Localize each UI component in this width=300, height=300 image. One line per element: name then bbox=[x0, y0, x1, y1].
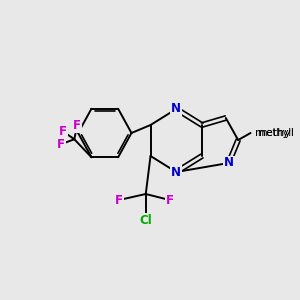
Text: F: F bbox=[73, 119, 81, 132]
Text: F: F bbox=[59, 125, 67, 138]
Text: N: N bbox=[171, 166, 181, 178]
Text: F: F bbox=[115, 194, 123, 206]
Text: F: F bbox=[166, 194, 174, 206]
Text: N: N bbox=[171, 103, 181, 116]
Text: methyl: methyl bbox=[255, 128, 294, 138]
Text: F: F bbox=[57, 138, 65, 151]
Text: N: N bbox=[224, 157, 234, 169]
Text: methyl: methyl bbox=[257, 128, 291, 138]
Text: Cl: Cl bbox=[140, 214, 152, 226]
